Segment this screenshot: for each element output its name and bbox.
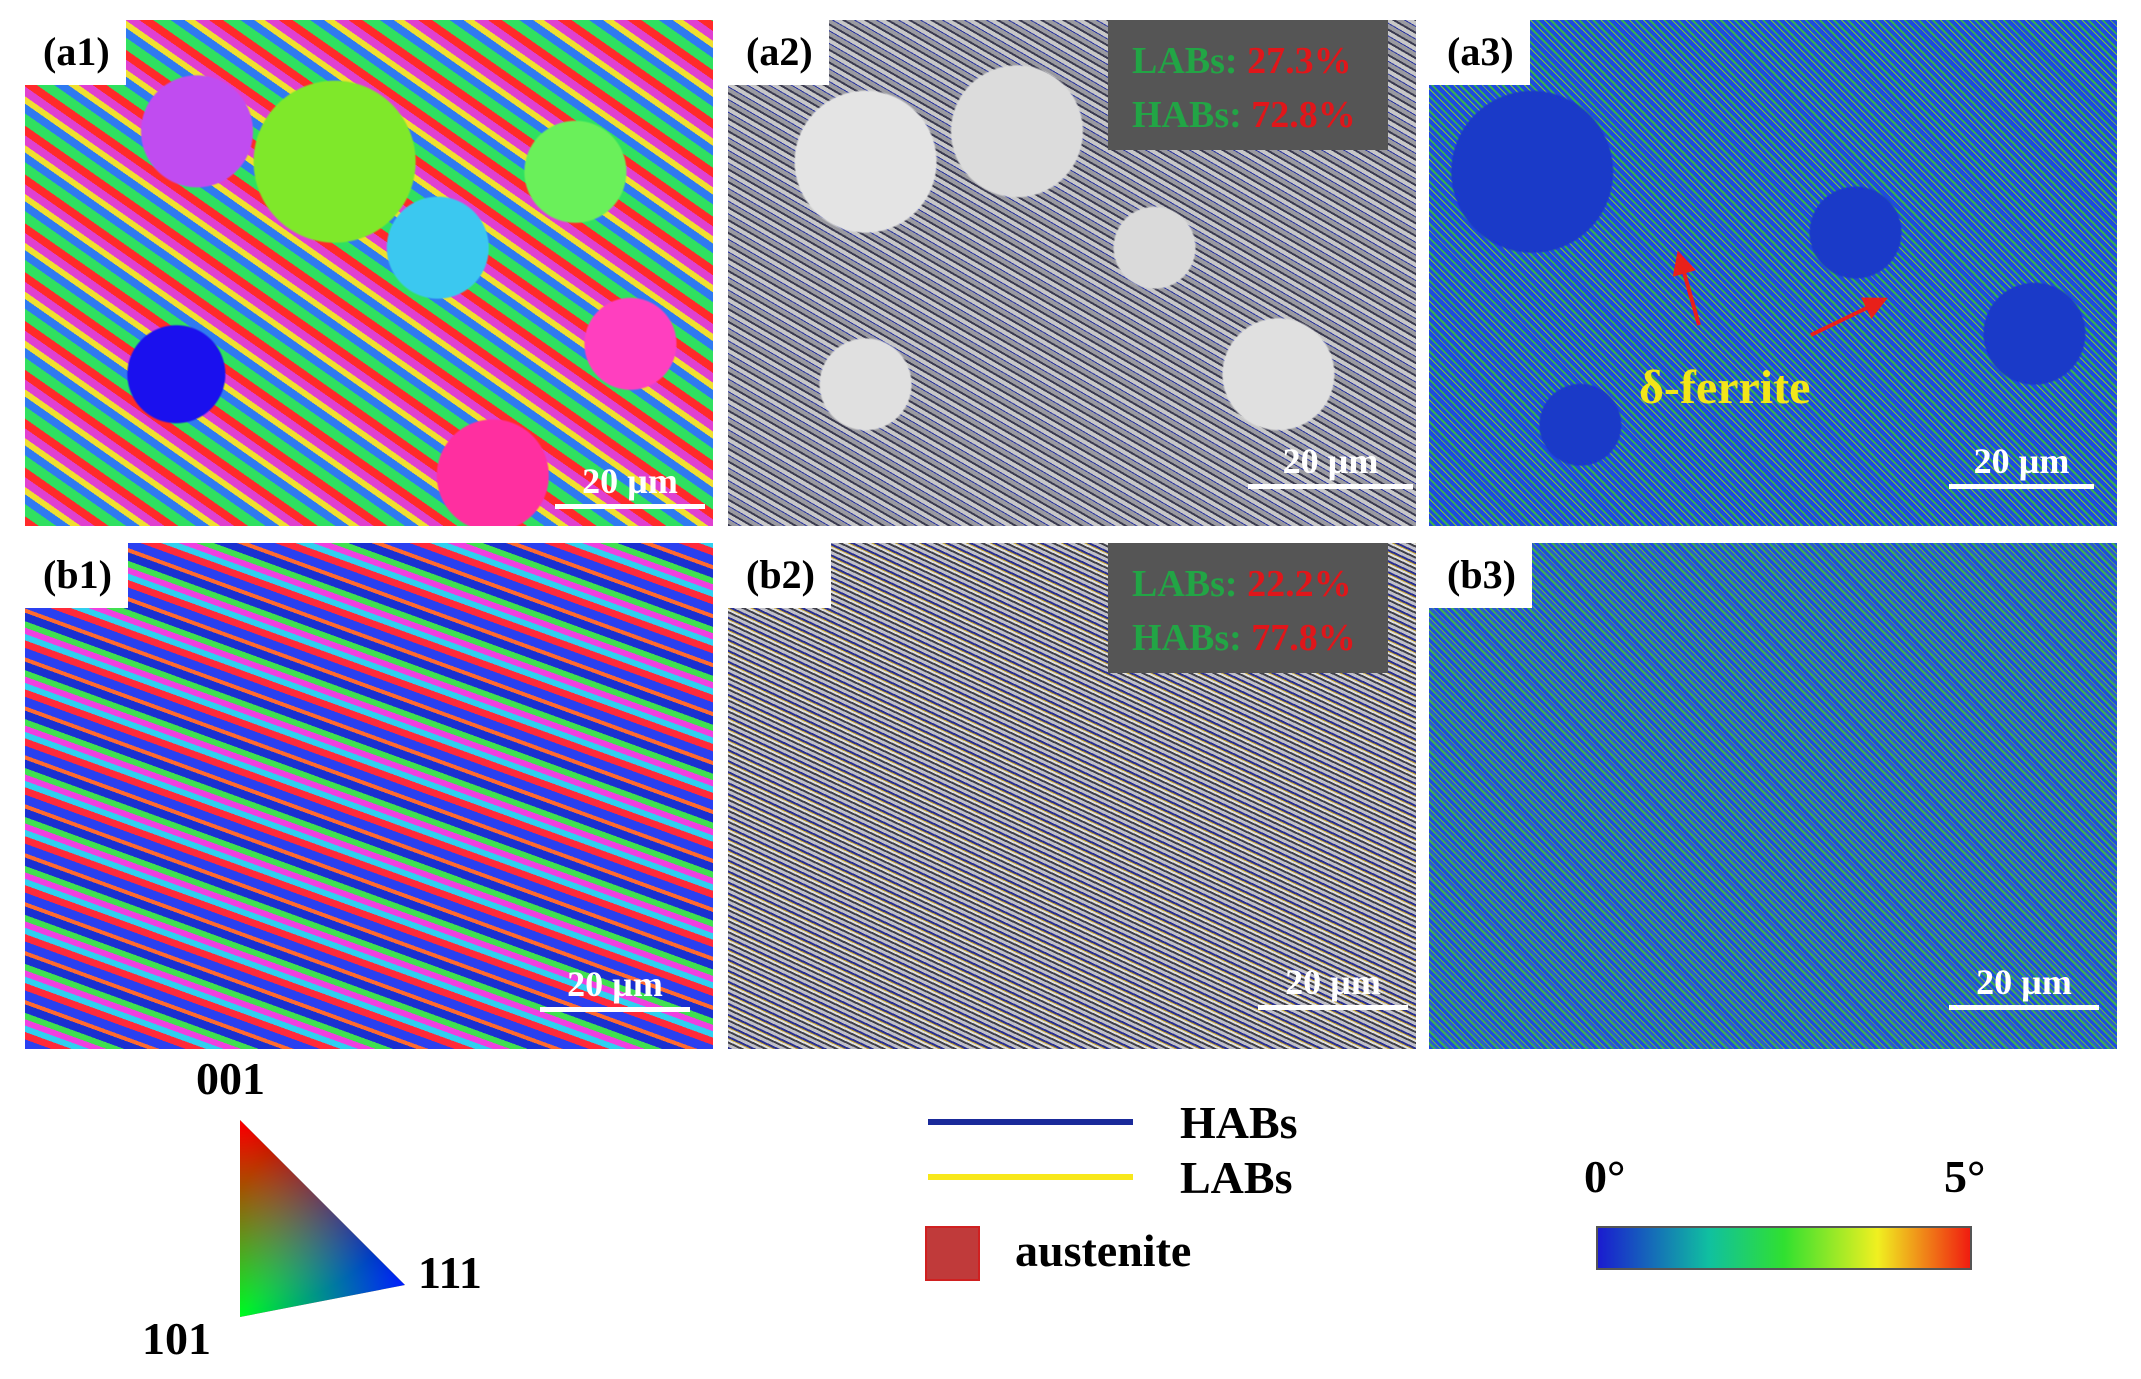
stat-value: 77.8% bbox=[1251, 617, 1356, 659]
stats-box: LABs: 27.3% HABs: 72.8% bbox=[1108, 20, 1388, 150]
scale-bar: 20 µm bbox=[1258, 961, 1408, 1010]
annotation: δ-ferrite bbox=[1639, 361, 1811, 414]
scale-bar: 20 µm bbox=[555, 460, 705, 509]
stat-name: LABs: bbox=[1132, 563, 1238, 605]
scale-bar: 20 µm bbox=[1949, 440, 2094, 489]
scale-bar: 20 µm bbox=[1248, 440, 1413, 489]
legend-label: LABs bbox=[1180, 1152, 1293, 1203]
scale-bar: 20 µm bbox=[540, 963, 690, 1012]
panel-label: (b1) bbox=[25, 543, 128, 608]
stat-name: HABs: bbox=[1132, 94, 1242, 136]
scale-bar: 20 µm bbox=[1949, 961, 2099, 1010]
colorbar-label: 5° bbox=[1944, 1151, 1986, 1202]
ipf-triangle bbox=[240, 1120, 405, 1317]
stat-value: 27.3% bbox=[1247, 40, 1352, 82]
austenite-swatch bbox=[925, 1226, 980, 1281]
stat-name: HABs: bbox=[1132, 617, 1242, 659]
panel-label: (a3) bbox=[1429, 20, 1530, 85]
legend-label: HABs bbox=[1180, 1097, 1298, 1148]
legend-label: austenite bbox=[1015, 1225, 1192, 1276]
panel-label: (b2) bbox=[728, 543, 831, 608]
ipf-map: (a1) 20 µm bbox=[25, 20, 713, 526]
ipf-label: 111 bbox=[418, 1247, 482, 1298]
panel-label: (a2) bbox=[728, 20, 829, 85]
stat-value: 22.2% bbox=[1247, 563, 1352, 605]
ipf-map: (b1) 20 µm bbox=[25, 543, 713, 1049]
arrows bbox=[1672, 250, 1888, 337]
ipf-label: 101 bbox=[142, 1313, 211, 1364]
stat-name: LABs: bbox=[1132, 40, 1238, 82]
panel-label: (b3) bbox=[1429, 543, 1532, 608]
kam-map: (a3) δ-ferrite 20 µm bbox=[1429, 20, 2117, 526]
stat-value: 72.8% bbox=[1251, 94, 1356, 136]
boundary-map: (a2) LABs: 27.3% HABs: 72.8% 20 µm bbox=[728, 20, 1416, 526]
ipf-label: 001 bbox=[196, 1053, 265, 1104]
colorbar-label: 0° bbox=[1584, 1151, 1626, 1202]
kam-map: (b3) 20 µm bbox=[1429, 543, 2117, 1049]
boundary-map: (b2) LABs: 22.2% HABs: 77.8% 20 µm bbox=[728, 543, 1416, 1049]
stats-box: LABs: 22.2% HABs: 77.8% bbox=[1108, 543, 1388, 673]
panel-label: (a1) bbox=[25, 20, 126, 85]
colorbar bbox=[1596, 1226, 1972, 1270]
